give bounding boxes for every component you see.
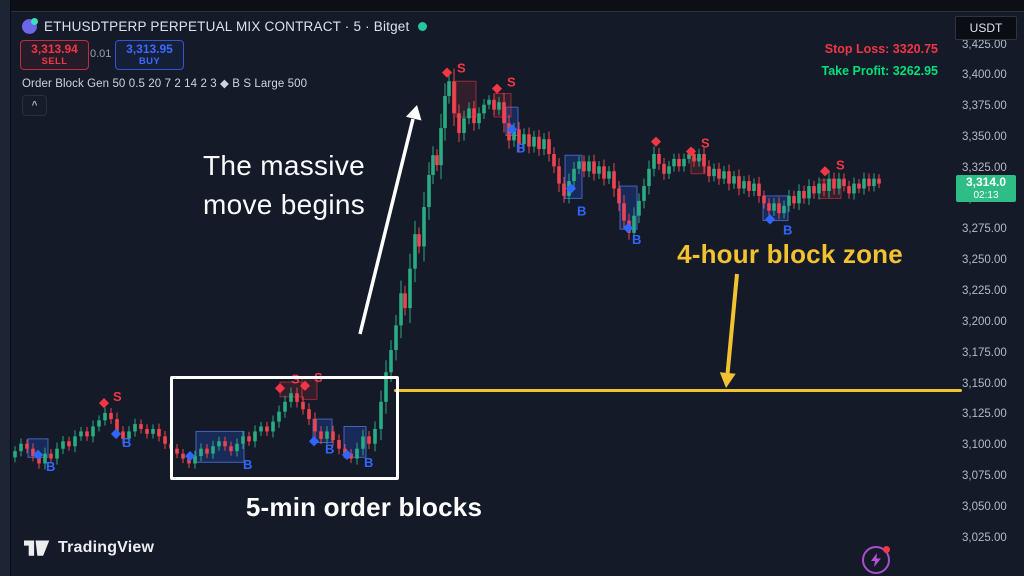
window-top-band [0,0,1024,12]
sell-price: 3,313.94 [31,42,78,57]
order-blocks-caption: 5-min order blocks [245,492,483,522]
tradingview-label: TradingView [58,539,155,556]
price-tick-label: 3,200.00 [962,315,1007,328]
spread-value: 0.01 [90,48,112,60]
svg-text:B: B [632,232,641,247]
indicator-legend[interactable]: Order Block Gen 50 0.5 20 7 2 14 2 3 ◆ B… [22,78,308,90]
buy-price: 3,313.95 [126,42,173,57]
svg-text:B: B [243,457,252,472]
tradingview-logo-icon [24,540,50,556]
bar-countdown: 02:13 [973,189,999,201]
svg-text:S: S [701,136,710,151]
svg-text:B: B [577,204,586,219]
last-price: 3,314.0 [965,175,1007,190]
price-tick-label: 3,150.00 [962,377,1007,390]
svg-text:B: B [783,222,792,237]
symbol-logo-icon [22,17,38,34]
price-tick-label: 3,425.00 [962,38,1007,51]
buy-button[interactable]: 3,313.95 BUY [115,40,184,70]
symbol-title[interactable]: ETHUSDTPERP PERPETUAL MIX CONTRACT · 5 ·… [44,18,410,34]
price-tick-label: 3,250.00 [962,254,1007,267]
market-open-dot-icon [418,21,428,31]
svg-text:S: S [507,75,516,90]
massive-move-arrow [358,105,422,335]
svg-text:B: B [325,441,334,456]
sell-label: SELL [41,55,68,67]
price-tick-label: 3,225.00 [962,285,1007,298]
price-tick-label: 3,025.00 [962,531,1007,544]
collapse-legend-button[interactable]: ^ [22,95,47,116]
svg-text:S: S [113,389,122,404]
stop-loss-label: Stop Loss: 3320.75 [824,42,938,56]
sell-button[interactable]: 3,313.94 SELL [20,40,89,70]
left-toolbar-strip [0,0,11,576]
price-tick-label: 3,125.00 [962,408,1007,421]
take-profit-label: Take Profit: 3262.95 [821,64,939,78]
currency-toggle-button[interactable]: USDT [955,16,1017,40]
svg-text:B: B [364,455,373,470]
block-zone-level-line [394,389,962,392]
tradingview-watermark[interactable]: TradingView [24,539,154,557]
price-tick-label: 3,325.00 [962,161,1007,174]
price-tick-label: 3,400.00 [962,69,1007,82]
massive-move-line1: The massive [202,150,366,181]
flash-notification-button[interactable] [862,546,890,574]
buy-label: BUY [138,55,161,67]
block-zone-arrow [719,273,739,388]
price-tick-label: 3,075.00 [962,470,1007,483]
candles-layer [13,68,881,470]
massive-move-caption: The massive move begins [168,146,400,224]
svg-text:S: S [457,61,466,76]
chevron-up-icon: ^ [31,100,38,111]
order-blocks-highlight-box [170,376,399,480]
price-tick-label: 3,175.00 [962,346,1007,359]
price-tick-label: 3,350.00 [962,130,1007,143]
price-tick-label: 3,050.00 [962,500,1007,513]
last-price-badge: 3,314.0 02:13 [956,175,1016,202]
svg-text:B: B [516,140,525,155]
svg-text:S: S [836,157,845,172]
price-tick-label: 3,275.00 [962,223,1007,236]
price-axis[interactable]: 3,425.00 3,400.00 3,375.00 3,350.00 3,325.00… [956,0,1024,576]
symbol-header: ETHUSDTPERP PERPETUAL MIX CONTRACT · 5 ·… [22,17,428,34]
svg-text:B: B [46,459,55,474]
svg-text:B: B [122,435,131,450]
price-tick-label: 3,100.00 [962,439,1007,452]
price-tick-label: 3,375.00 [962,100,1007,113]
block-zone-caption: 4-hour block zone [677,239,903,269]
massive-move-line2: move begins [202,189,366,220]
lightning-bolt-icon [871,553,881,567]
